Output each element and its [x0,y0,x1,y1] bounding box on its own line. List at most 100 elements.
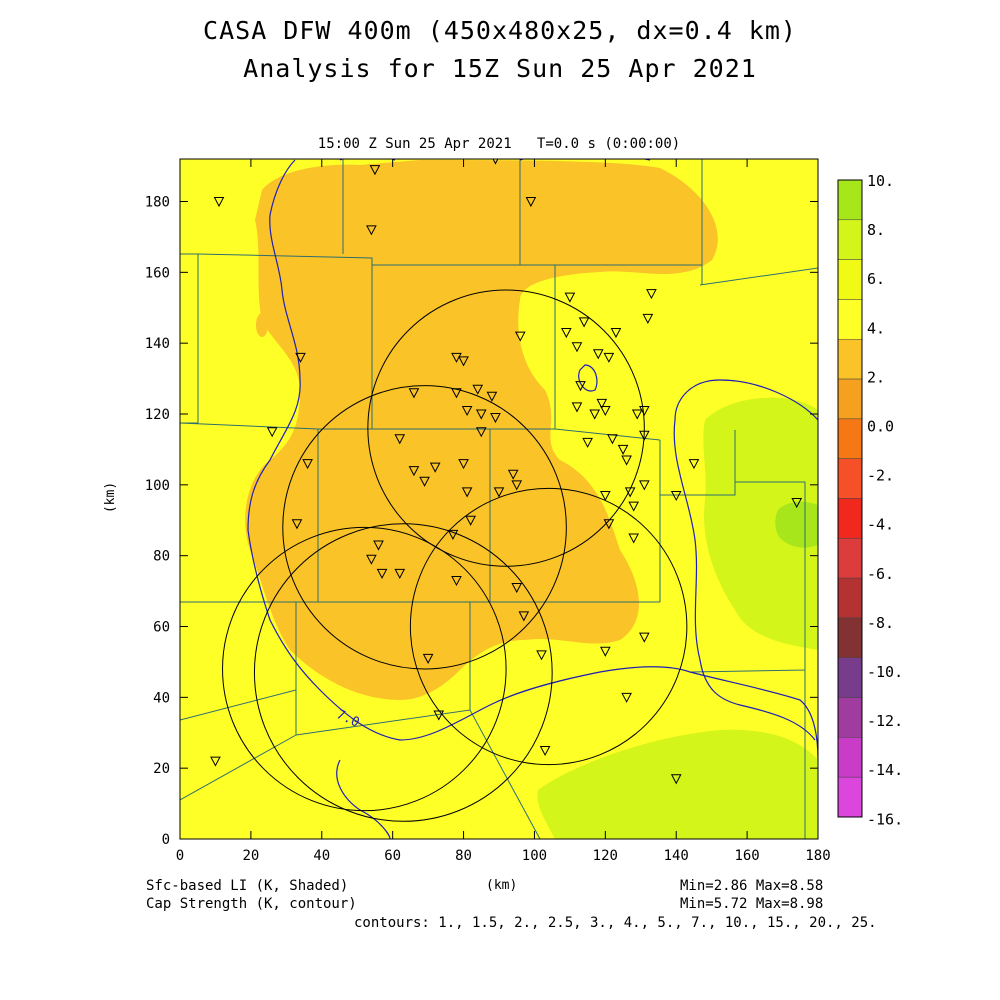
station-marker [291,519,303,530]
colorbar-label: -6. [867,565,894,583]
station-marker [458,356,469,367]
y-tick-label: 140 [145,336,170,352]
colorbar-swatch [837,577,863,619]
colorbar-label: 10. [867,172,894,190]
y-tick-label: 180 [145,195,170,211]
colorbar-swatch [837,617,863,658]
y-tick-label: 0 [162,832,170,848]
station-marker [600,646,611,657]
colorbar-label: -12. [867,712,903,730]
y-tick-label: 20 [153,761,170,777]
station-marker [366,554,377,565]
cap-strength-contour-south [336,759,391,839]
station-marker [589,409,601,420]
colorbar-swatch [837,697,863,738]
station-marker [422,653,434,664]
colorbar-label: -2. [867,467,894,485]
li-field-island [256,313,268,337]
colorbar-label: -10. [867,663,903,681]
li-field-green-e [703,397,818,650]
station-marker [607,434,618,445]
radar-range-ring [409,487,688,766]
colorbar-label: -16. [867,810,903,828]
station-marker [592,349,604,360]
station-marker [575,381,586,392]
colorbar-label: 2. [867,368,885,386]
station-marker [302,459,313,470]
colorbar-swatch [837,418,863,459]
li-field-green-se [537,729,818,839]
station-marker [507,469,519,480]
li-field-orange-region [245,160,718,700]
station-marker [295,352,306,363]
figure-subtitle: Analysis for 15Z Sun 25 Apr 2021 [243,54,757,83]
station-marker [628,501,640,512]
station-marker [475,409,487,420]
station-marker [394,568,406,579]
station-marker [472,384,484,395]
radar-range-ring [253,523,553,822]
colorbar-swatch [837,538,863,579]
colorbar-swatch [837,179,863,221]
station-marker [628,533,640,544]
station-marker [638,632,650,643]
station-marker [369,165,381,176]
station-marker [433,710,445,721]
station-marker [646,289,657,300]
station-marker [447,529,459,540]
station-marker [600,490,611,502]
station-marker [408,466,420,477]
station-marker [578,317,590,328]
station-marker [451,575,462,587]
station-marker [571,402,583,413]
radar-range-ring [222,526,507,812]
station-marker [408,388,420,399]
colorbar-swatch [837,737,863,778]
colorbar-swatch [837,339,863,380]
colorbar-label: -8. [867,614,894,632]
radar-range-ring [282,385,567,670]
station-marker [631,409,643,420]
station-marker [514,331,526,342]
plot-frame [179,158,819,840]
station-marker [493,487,505,498]
colorbar-frame [837,179,863,818]
colorbar-swatch [837,219,863,260]
colorbar-label: 8. [867,221,885,239]
station-marker [366,225,377,236]
y-tick-label: 40 [153,690,170,706]
colorbar-swatch [837,657,863,698]
contour-field-label: Cap Strength (K, contour) [146,896,357,912]
station-marker [621,455,632,466]
y-tick-label: 60 [153,620,170,636]
station-marker [266,427,278,438]
station-marker [617,444,629,455]
station-marker [603,352,615,363]
station-marker [511,480,523,491]
station-marker [670,774,682,785]
station-marker [451,388,462,399]
station-marker [638,430,650,441]
station-marker [394,434,406,445]
station-marker [213,197,225,208]
x-tick-label: 80 [455,848,472,864]
colorbar-label: -4. [867,516,894,534]
station-marker [600,405,611,417]
station-marker [621,692,632,703]
colorbar-label: 6. [867,270,885,288]
station-marker [642,313,654,324]
station-marker [561,328,572,339]
station-marker [458,459,469,470]
station-marker [511,583,523,594]
colorbar-swatch [837,776,863,818]
station-marker [518,611,530,622]
x-axis-label: (km) [486,878,518,893]
station-marker [603,519,615,530]
plot-time-title: 15:00 Z Sun 25 Apr 2021 T=0.0 s (0:00:00… [317,136,681,152]
station-marker [376,568,388,579]
x-tick-label: 40 [313,848,330,864]
li-field-green-max [775,501,818,548]
cap-strength-contour [247,159,818,761]
station-marker [688,459,700,470]
